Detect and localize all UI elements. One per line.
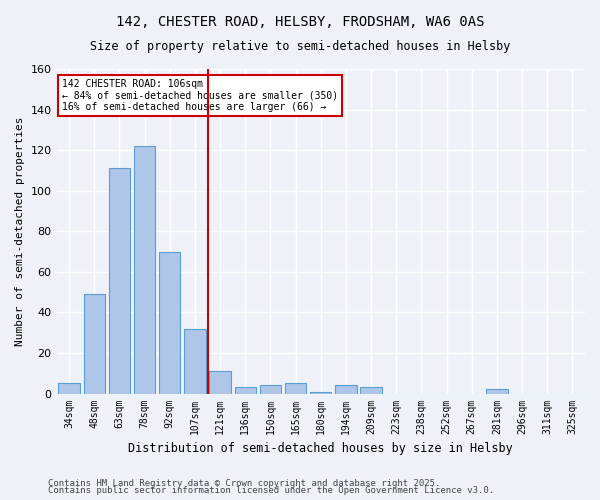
Bar	[235, 388, 256, 394]
Bar	[486, 390, 508, 394]
Bar	[83, 294, 105, 394]
Text: 142 CHESTER ROAD: 106sqm
← 84% of semi-detached houses are smaller (350)
16% of : 142 CHESTER ROAD: 106sqm ← 84% of semi-d…	[62, 78, 338, 112]
Text: Contains public sector information licensed under the Open Government Licence v3: Contains public sector information licen…	[48, 486, 494, 495]
Y-axis label: Number of semi-detached properties: Number of semi-detached properties	[15, 116, 25, 346]
Bar	[159, 252, 181, 394]
Bar	[361, 388, 382, 394]
Text: Contains HM Land Registry data © Crown copyright and database right 2025.: Contains HM Land Registry data © Crown c…	[48, 478, 440, 488]
Bar	[260, 386, 281, 394]
Bar	[285, 384, 307, 394]
Bar	[184, 328, 206, 394]
Bar	[335, 386, 356, 394]
Text: 142, CHESTER ROAD, HELSBY, FRODSHAM, WA6 0AS: 142, CHESTER ROAD, HELSBY, FRODSHAM, WA6…	[116, 15, 484, 29]
Bar	[134, 146, 155, 394]
Bar	[209, 371, 231, 394]
X-axis label: Distribution of semi-detached houses by size in Helsby: Distribution of semi-detached houses by …	[128, 442, 513, 455]
Text: Size of property relative to semi-detached houses in Helsby: Size of property relative to semi-detach…	[90, 40, 510, 53]
Bar	[58, 384, 80, 394]
Bar	[310, 392, 331, 394]
Bar	[109, 168, 130, 394]
